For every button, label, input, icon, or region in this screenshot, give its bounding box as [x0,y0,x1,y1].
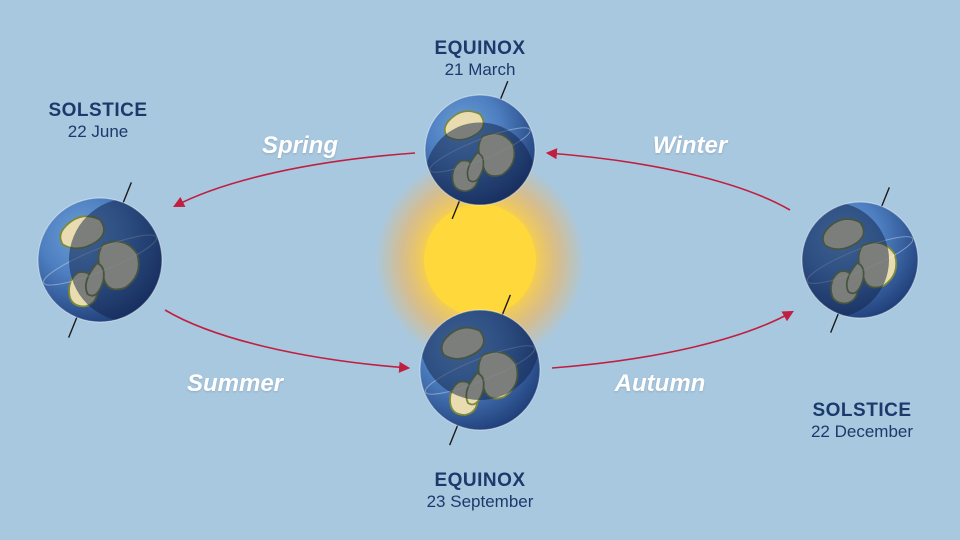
diagram-stage: EQUINOX 21 March EQUINOX 23 September SO… [0,0,960,540]
label-date: 22 June [8,122,188,142]
label-date: 21 March [390,60,570,80]
label-title: SOLSTICE [8,100,188,122]
label-equinox-top: EQUINOX 21 March [390,38,570,79]
label-solstice-left: SOLSTICE 22 June [8,100,188,141]
season-label-spring: Spring [240,132,360,160]
season-label-summer: Summer [175,370,295,398]
orbit-scene [0,0,960,540]
label-equinox-bottom: EQUINOX 23 September [390,470,570,511]
label-title: EQUINOX [390,38,570,60]
label-solstice-right: SOLSTICE 22 December [772,400,952,441]
label-date: 22 December [772,422,952,442]
label-title: SOLSTICE [772,400,952,422]
season-label-winter: Winter [630,132,750,160]
season-label-autumn: Autumn [600,370,720,398]
label-date: 23 September [390,492,570,512]
label-title: EQUINOX [390,470,570,492]
